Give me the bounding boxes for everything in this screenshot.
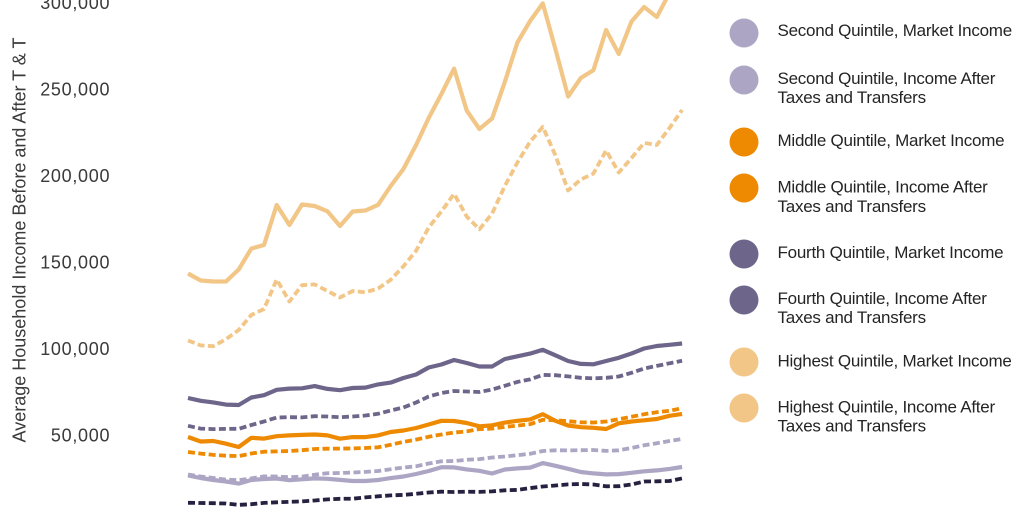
svg-text:Taxes and Transfers: Taxes and Transfers xyxy=(778,88,926,107)
svg-text:Second Quintile, Market Income: Second Quintile, Market Income xyxy=(778,21,1012,40)
svg-text:Highest Quintile, Market Incom: Highest Quintile, Market Income xyxy=(778,352,1012,371)
svg-text:Fourth Quintile, Income After: Fourth Quintile, Income After xyxy=(778,289,988,308)
svg-text:Average Household Income Befor: Average Household Income Before and Afte… xyxy=(10,38,30,443)
svg-text:Taxes and Transfers: Taxes and Transfers xyxy=(778,197,926,216)
svg-text:Taxes and Transfers: Taxes and Transfers xyxy=(778,417,926,436)
svg-text:250,000: 250,000 xyxy=(40,79,110,99)
svg-text:Highest Quintile, Income After: Highest Quintile, Income After xyxy=(778,398,996,417)
svg-text:Fourth Quintile, Market Income: Fourth Quintile, Market Income xyxy=(778,243,1004,262)
svg-text:150,000: 150,000 xyxy=(40,252,110,272)
svg-text:Taxes and Transfers: Taxes and Transfers xyxy=(778,308,926,327)
svg-text:100,000: 100,000 xyxy=(40,339,110,359)
svg-text:Second Quintile, Income After: Second Quintile, Income After xyxy=(778,69,996,88)
svg-text:50,000: 50,000 xyxy=(51,425,110,445)
svg-text:300,000: 300,000 xyxy=(40,0,110,13)
svg-text:Middle Quintile, Market Income: Middle Quintile, Market Income xyxy=(778,131,1005,150)
svg-text:200,000: 200,000 xyxy=(40,166,110,186)
svg-text:Middle Quintile, Income After: Middle Quintile, Income After xyxy=(778,178,989,197)
